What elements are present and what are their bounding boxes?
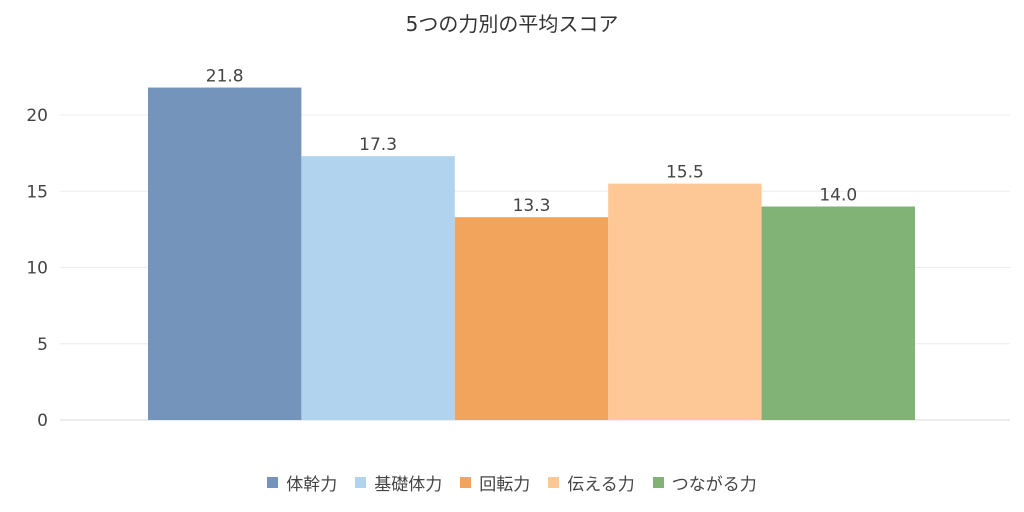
legend-item-2[interactable]: 基礎体力: [355, 470, 442, 495]
legend-label: 伝える力: [567, 475, 635, 495]
data-label-4: 15.5: [666, 163, 704, 183]
legend-label: つながる力: [671, 475, 757, 495]
y-tick-label: 10: [26, 259, 48, 279]
legend-swatch: [652, 477, 664, 488]
y-tick-label: 5: [37, 335, 48, 355]
data-label-1: 21.8: [206, 67, 244, 87]
bars: [148, 87, 915, 421]
bar-2[interactable]: [301, 156, 455, 421]
bar-4[interactable]: [608, 183, 762, 420]
legend-label: 基礎体力: [374, 475, 443, 495]
y-tick-label: 0: [37, 411, 48, 431]
legend-item-4[interactable]: 伝える力: [548, 470, 635, 495]
legend-label: 体幹力: [286, 475, 338, 495]
data-label-2: 17.3: [359, 135, 397, 155]
legend-swatch: [355, 477, 367, 488]
legend-swatch: [460, 477, 472, 488]
legend-swatch: [548, 477, 560, 488]
legend-swatch: [267, 477, 279, 488]
data-labels: 21.8 17.3 13.3 15.5 14.0: [206, 67, 857, 217]
bar-5[interactable]: [761, 206, 915, 421]
legend-item-5[interactable]: つながる力: [652, 470, 757, 495]
chart-title: 5つの力別の平均スコア: [405, 12, 619, 36]
bar-1[interactable]: [148, 87, 302, 421]
data-label-3: 13.3: [513, 196, 551, 216]
legend: 体幹力 基礎体力 回転力 伝える力 つながる力: [0, 470, 1024, 495]
y-tick-label: 15: [26, 182, 48, 202]
legend-label: 回転力: [479, 475, 531, 495]
y-axis-ticks: 0 5 10 15 20: [26, 106, 48, 431]
bar-3[interactable]: [454, 217, 609, 420]
legend-item-1[interactable]: 体幹力: [267, 470, 337, 495]
data-label-5: 14.0: [819, 186, 857, 206]
legend-item-3[interactable]: 回転力: [460, 470, 530, 495]
y-tick-label: 20: [26, 106, 48, 126]
